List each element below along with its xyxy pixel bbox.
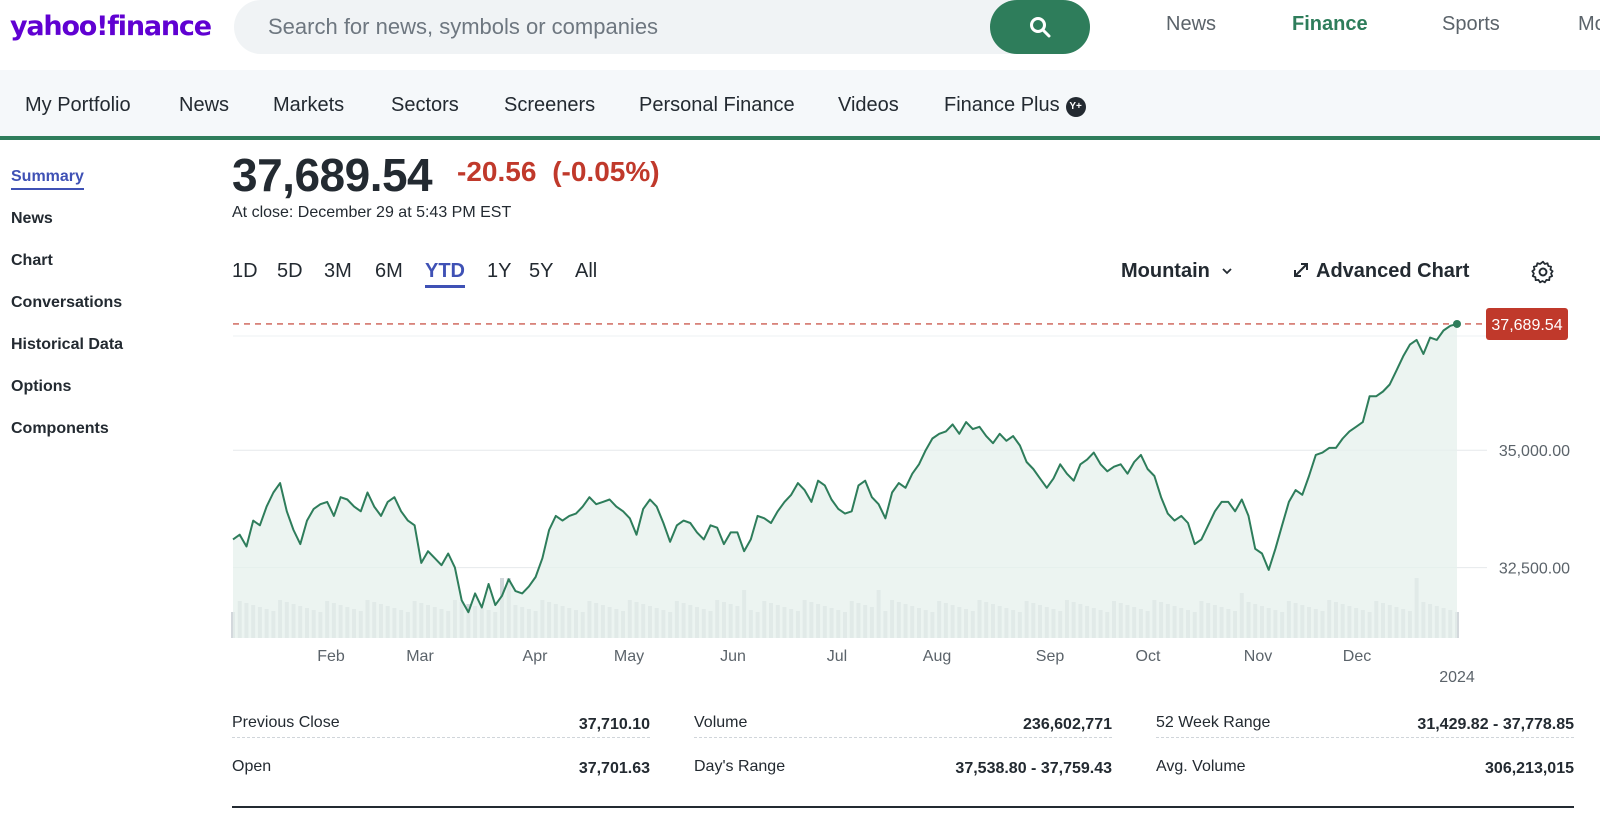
stat-divider	[694, 737, 1112, 738]
nav-personal-finance[interactable]: Personal Finance	[639, 94, 795, 116]
secondary-nav: My Portfolio News Markets Sectors Screen…	[0, 70, 1600, 140]
stat-label-open: Open	[232, 758, 272, 775]
nav-sectors[interactable]: Sectors	[391, 94, 459, 116]
nav-news[interactable]: News	[179, 94, 230, 116]
stat-label-days-range: Day's Range	[694, 758, 786, 775]
price-chart[interactable]: 35,000.00 32,500.00 37,689.54 Feb Mar Apr May J…	[0, 300, 1600, 690]
side-item-chart[interactable]: Chart	[11, 252, 53, 269]
search-icon	[1030, 17, 1051, 38]
top-link-sports[interactable]: Sports	[1442, 13, 1500, 35]
x-tick-label: Nov	[1244, 648, 1272, 665]
nav-screeners[interactable]: Screeners	[504, 94, 596, 116]
stat-divider	[232, 737, 650, 738]
top-link-finance[interactable]: Finance	[1292, 13, 1368, 35]
stat-value-previous-close: 37,710.10	[578, 716, 650, 733]
stat-value-open: 37,701.63	[578, 760, 650, 777]
x-year-label: 2024	[1439, 669, 1475, 686]
top-bar: yahoo!finance News Finance Sports Mo	[0, 0, 1600, 70]
chart-type-dropdown[interactable]: Mountain	[1121, 260, 1233, 283]
range-tab-5y[interactable]: 5Y	[529, 260, 554, 282]
side-item-components[interactable]: Components	[11, 420, 109, 437]
nav-my-portfolio[interactable]: My Portfolio	[25, 94, 131, 116]
stat-value-volume: 236,602,771	[1023, 716, 1112, 733]
x-tick-label: Mar	[406, 648, 434, 665]
market-close-time: At close: December 29 at 5:43 PM EST	[232, 204, 512, 221]
advanced-chart-label: Advanced Chart	[1316, 260, 1470, 282]
last-price-dot	[1453, 319, 1461, 328]
quote-change-percent: (-0.05%)	[552, 156, 660, 187]
x-tick-label: Dec	[1343, 648, 1371, 665]
range-tab-6m[interactable]: 6M	[375, 260, 403, 282]
range-tab-3m[interactable]: 3M	[324, 260, 352, 282]
side-item-summary[interactable]: Summary	[11, 168, 84, 190]
stat-label-volume: Volume	[694, 714, 748, 731]
x-tick-label: Apr	[523, 648, 549, 665]
range-tab-1d[interactable]: 1D	[232, 260, 258, 282]
price-line	[232, 322, 1458, 614]
advanced-chart-button[interactable]: Advanced Chart	[1292, 260, 1469, 283]
x-tick-label: Aug	[923, 648, 951, 665]
x-tick-label: Sep	[1036, 648, 1065, 665]
gear-icon[interactable]	[1530, 259, 1556, 285]
expand-icon	[1294, 263, 1308, 277]
quote-change: -20.56 (-0.05%)	[457, 156, 660, 188]
chart-type-label: Mountain	[1121, 260, 1210, 282]
y-tick-label: 32,500.00	[1499, 561, 1570, 578]
nav-finance-plus-label: Finance Plus	[944, 94, 1060, 116]
stats-bottom-rule	[232, 806, 1574, 808]
quote-change-value: -20.56	[457, 156, 537, 187]
x-tick-label: May	[614, 648, 644, 665]
stat-divider	[1156, 737, 1574, 738]
side-item-news[interactable]: News	[11, 210, 53, 227]
search-button[interactable]	[990, 0, 1090, 54]
finance-plus-badge-icon: Y+	[1065, 97, 1086, 117]
side-item-historical-data[interactable]: Historical Data	[11, 336, 124, 353]
y-tick-label: 35,000.00	[1499, 443, 1570, 460]
stat-value-avg-volume: 306,213,015	[1485, 760, 1574, 777]
x-tick-label: Jun	[720, 648, 746, 665]
yahoo-finance-logo[interactable]: yahoo!finance	[10, 10, 212, 42]
x-tick-label: Jul	[827, 648, 847, 665]
price-area	[233, 323, 1457, 638]
top-link-news[interactable]: News	[1166, 13, 1217, 35]
side-item-options[interactable]: Options	[11, 378, 72, 395]
stat-label-52-week-range: 52 Week Range	[1156, 714, 1271, 731]
stat-value-days-range: 37,538.80 - 37,759.43	[955, 760, 1112, 777]
stat-label-previous-close: Previous Close	[232, 714, 340, 731]
x-tick-label: Feb	[317, 648, 345, 665]
search-input[interactable]	[268, 0, 1008, 54]
nav-videos[interactable]: Videos	[838, 94, 899, 116]
last-price-label-bg	[1486, 307, 1568, 340]
last-price-label: 37,689.54	[1491, 317, 1562, 334]
top-link-more[interactable]: Mo	[1578, 13, 1600, 35]
stat-value-52-week-range: 31,429.82 - 37,778.85	[1417, 716, 1574, 733]
chevron-down-icon	[1222, 268, 1233, 275]
x-tick-label: Oct	[1136, 648, 1161, 665]
nav-markets[interactable]: Markets	[273, 94, 345, 116]
stat-label-avg-volume: Avg. Volume	[1156, 758, 1246, 775]
side-item-conversations[interactable]: Conversations	[11, 294, 123, 311]
range-tab-all[interactable]: All	[575, 260, 598, 282]
range-tab-1y[interactable]: 1Y	[487, 260, 512, 282]
nav-finance-plus[interactable]: Finance Plus Y+	[944, 94, 1086, 117]
search-box	[234, 0, 1090, 54]
range-tab-5d[interactable]: 5D	[277, 260, 303, 282]
quote-price: 37,689.54	[232, 149, 433, 201]
range-tab-ytd[interactable]: YTD	[425, 260, 465, 288]
